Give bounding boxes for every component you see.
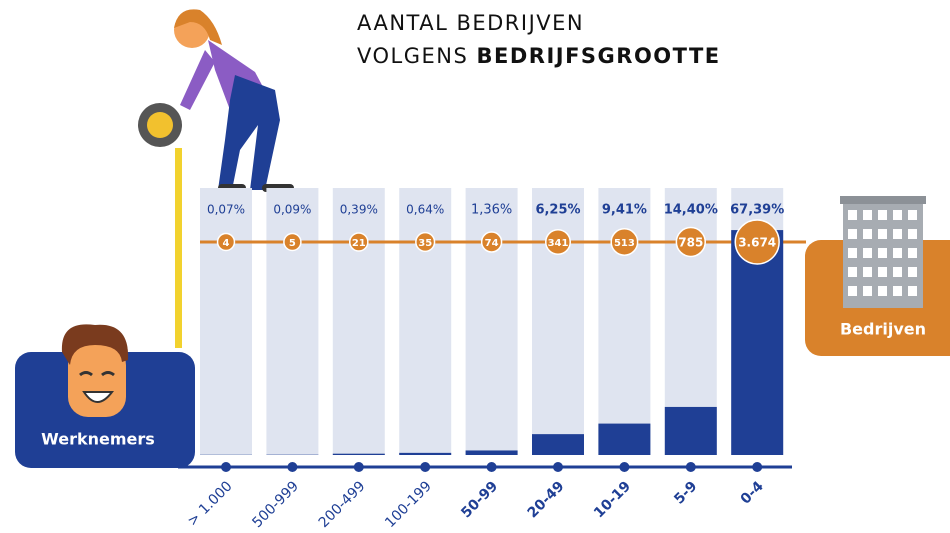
bar-background: [332, 188, 385, 455]
count-circle: [283, 232, 302, 252]
window: [893, 267, 902, 277]
count-label: 785: [678, 236, 703, 250]
window: [863, 286, 872, 296]
value-label: 0,39%: [340, 203, 378, 217]
window: [848, 267, 857, 277]
axis-dot: [752, 462, 763, 472]
woman: [174, 9, 294, 192]
value-label: 1,36%: [471, 203, 512, 218]
window: [878, 267, 887, 277]
count-label: 4: [223, 238, 230, 249]
count-circle: [610, 228, 639, 256]
x-tick-label: > 1.000: [185, 478, 236, 529]
tape-measure: [138, 103, 182, 348]
count-circle: [675, 226, 706, 258]
bar: [399, 452, 452, 455]
window: [848, 229, 857, 239]
count-circle: [415, 231, 436, 253]
value-label: 0,07%: [207, 203, 245, 217]
window: [893, 286, 902, 296]
count-circle: [348, 232, 369, 252]
x-tick-label: 100-199: [382, 478, 435, 531]
window: [878, 229, 887, 239]
window: [878, 248, 887, 258]
value-label: 6,25%: [535, 203, 580, 218]
window: [908, 286, 917, 296]
axis-dot: [619, 462, 630, 472]
value-label: 0,64%: [406, 203, 444, 217]
axis-dot: [221, 462, 231, 472]
x-tick-label: 200-499: [316, 478, 369, 531]
bar: [332, 453, 385, 455]
axis-dot: [420, 462, 431, 472]
building: [840, 196, 926, 308]
count-circle: [545, 229, 571, 255]
count-circle: [480, 231, 503, 253]
title-line1: AANTAL BEDRIJVEN: [357, 11, 584, 35]
window: [893, 248, 902, 258]
axis-dot: [353, 462, 364, 472]
window: [908, 267, 917, 277]
bar-background: [200, 188, 252, 455]
window: [878, 286, 887, 296]
window: [863, 248, 872, 258]
bar-background: [465, 188, 518, 455]
window: [863, 229, 872, 239]
title-line2: VOLGENS BEDRIJFSGROOTTE: [357, 44, 721, 68]
left-label: Werknemers: [41, 430, 155, 449]
right-label: Bedrijven: [840, 320, 926, 339]
axis-dot: [486, 462, 497, 472]
x-tick-label: 50-99: [458, 478, 501, 521]
axis-dot: [287, 462, 298, 472]
count-circle: [216, 232, 236, 252]
value-label: 14,40%: [664, 203, 718, 218]
window: [908, 210, 917, 220]
window: [848, 286, 857, 296]
window: [878, 210, 887, 220]
bar: [598, 423, 651, 455]
bar: [532, 434, 584, 455]
bar: [465, 450, 518, 455]
bar-background: [266, 188, 319, 455]
count-circle: [734, 219, 780, 265]
window: [908, 248, 917, 258]
bar-background: [399, 188, 452, 455]
value-label: 67,39%: [730, 203, 784, 218]
x-tick-label: 20-49: [525, 478, 568, 521]
window: [863, 210, 872, 220]
count-label: 35: [418, 238, 432, 249]
value-label: 0,09%: [273, 203, 311, 217]
window: [908, 229, 917, 239]
value-label: 9,41%: [602, 203, 647, 218]
count-label: 5: [289, 238, 296, 249]
x-tick-label: 500-999: [249, 478, 302, 531]
x-tick-label: 10-19: [591, 478, 634, 521]
window: [863, 267, 872, 277]
window: [893, 210, 902, 220]
man-face: [61, 324, 129, 417]
count-label: 341: [548, 238, 569, 249]
x-tick-label: 5-9: [671, 478, 700, 507]
bar: [731, 230, 784, 455]
bar-background: [532, 188, 584, 455]
count-label: 21: [352, 238, 366, 249]
count-label: 3.674: [738, 236, 776, 250]
count-label: 513: [614, 238, 635, 249]
window: [848, 248, 857, 258]
axis-dot: [685, 462, 696, 472]
axis-dot: [553, 462, 563, 472]
bar: [664, 406, 717, 455]
count-label: 74: [485, 238, 499, 249]
window: [848, 210, 857, 220]
x-tick-label: 0-4: [738, 478, 767, 507]
window: [893, 229, 902, 239]
